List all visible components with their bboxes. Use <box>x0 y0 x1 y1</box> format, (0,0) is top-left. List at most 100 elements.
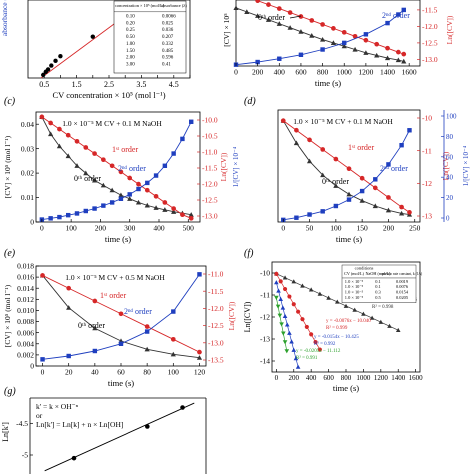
data-point-2nd-order <box>145 180 150 186</box>
data-point-0th-order <box>188 212 194 217</box>
data-point-2nd-order <box>320 209 325 214</box>
x-tick-label: 50 <box>306 224 314 233</box>
right-axis-tick-label: -13.0 <box>422 55 438 64</box>
y-tick-label: 0.010 <box>17 306 34 315</box>
right-axis-tick-label: -10.0 <box>202 116 218 125</box>
table-cell: 0.0205 <box>396 295 409 300</box>
x-axis-label: CV concentration × 10⁵ (mol l⁻¹) <box>52 90 165 100</box>
chart-title: 1.0 × 10⁻⁵ M CV + 0.1 M NaOH <box>62 119 162 128</box>
data-point-0th-order <box>333 183 339 188</box>
table-cell: 0.25 <box>126 28 135 33</box>
y-tick-label: 0 <box>30 362 34 371</box>
data-point-series-1 <box>282 286 288 292</box>
data-point-series-1 <box>287 294 292 299</box>
x-tick-label: 1000 <box>356 374 371 382</box>
data-point-series-3 <box>284 349 290 354</box>
data-point <box>71 455 77 461</box>
y-tick-label: -14 <box>260 357 270 366</box>
data-point-1st-order <box>294 127 299 133</box>
data-point-series-2 <box>278 296 284 302</box>
data-point <box>41 72 46 78</box>
data-point-1st-order <box>101 157 106 163</box>
right-axis-tick-label: -13.5 <box>208 356 224 365</box>
y-tick-label: 0.02 <box>21 169 34 178</box>
right-axis-tick-label: -11 <box>422 146 432 155</box>
x-tick-label: 1400 <box>391 374 406 382</box>
data-point-2nd-order <box>153 173 159 178</box>
data-point-2nd-order <box>386 162 391 167</box>
table-cell: 0.0154 <box>396 290 409 295</box>
x-axis-label: time (s) <box>315 78 341 88</box>
table-cell: 0.207 <box>162 35 174 40</box>
data-point-series-3 <box>281 331 286 336</box>
chart-title: 1.0 × 10⁻⁵ M CV + 0.5 M NaOH <box>65 273 165 282</box>
annotation-2nd-order: 2ⁿᵈ order <box>124 307 152 316</box>
table-header: pseudo rate constant, k (1/s) <box>382 272 423 277</box>
data-point-series-1 <box>313 340 318 345</box>
data-point-0th-order <box>65 153 71 159</box>
data-point-0th-order <box>287 25 293 30</box>
y-tick-label: -4.5 <box>16 419 28 428</box>
panel-label: (d) <box>244 96 256 107</box>
data-point-0th-order <box>363 50 369 55</box>
panel-label: (e) <box>4 248 16 259</box>
data-point-2nd-order <box>171 151 176 156</box>
chart-title: 1.0 × 10⁻⁵ M CV + 0.1 M NaOH <box>293 117 393 126</box>
data-point-series-2 <box>287 330 292 335</box>
data-point-0th-order <box>330 40 337 45</box>
table-cell: 0.596 <box>162 56 174 61</box>
plot-frame <box>35 111 201 223</box>
data-point-1st-order <box>333 156 339 162</box>
right-axis-tick-label: -12.0 <box>208 304 224 313</box>
data-point-series-2 <box>289 339 294 344</box>
data-point-2nd-order <box>162 163 168 168</box>
right-axis-2-tick-label: 60 <box>446 153 454 161</box>
data-point-series-0 <box>352 307 358 312</box>
data-point <box>49 63 54 68</box>
data-point-1st-order <box>320 22 325 27</box>
data-point-1st-order <box>276 6 282 11</box>
series-line-1st-order <box>41 116 192 219</box>
x-tick-label: 0 <box>275 374 279 382</box>
table-cell: 0.025 <box>162 21 174 26</box>
data-point-series-3 <box>274 295 279 300</box>
data-point-1st-order <box>118 169 124 175</box>
data-point-series-0 <box>361 311 366 316</box>
data-point <box>180 405 185 410</box>
data-point-series-3 <box>275 304 281 309</box>
data-point-1st-order <box>144 324 150 329</box>
data-point-0th-order <box>398 210 405 216</box>
data-point-2nd-order <box>255 59 260 65</box>
data-point-1st-order <box>401 51 407 57</box>
y-axis-label-right: Ln([CV]) <box>445 15 454 44</box>
data-point-1st-order <box>144 187 150 193</box>
right-axis-tick-label: -11.0 <box>208 270 224 279</box>
x-tick-label: 4.5 <box>169 80 179 89</box>
data-point-0th-order <box>293 140 300 146</box>
right-axis-2-tick-label: 0 <box>446 214 450 222</box>
data-point-0th-order <box>306 158 313 164</box>
data-point-2nd-order <box>359 188 365 194</box>
right-axis-tick-label: -12 <box>422 179 432 188</box>
fit-equation-label: R² = 0.998 <box>372 304 394 310</box>
x-tick-label: 1600 <box>402 68 417 77</box>
data-point-1st-order <box>386 195 391 200</box>
data-point-1st-order <box>188 215 194 221</box>
table-cell: 0.0076 <box>396 284 409 289</box>
x-tick-label: 200 <box>289 374 300 382</box>
fit-equation-label: R² = 0.991 <box>296 355 318 361</box>
data-point-0th-order <box>66 305 72 310</box>
x-tick-label: 100 <box>330 224 342 233</box>
x-tick-label: 800 <box>341 374 352 382</box>
data-point-2nd-order <box>118 341 124 346</box>
data-point-2nd-order <box>40 357 45 362</box>
data-point-2nd-order <box>197 272 202 277</box>
data-point-2nd-order <box>298 52 304 57</box>
y-tick-label: 0.008 <box>17 317 34 326</box>
fit-equation-label: y = -0.0205x − 11.112 <box>296 349 341 354</box>
data-point-0th-order <box>298 29 304 34</box>
data-point-2nd-order <box>144 329 150 334</box>
data-point-1st-order <box>170 336 176 342</box>
data-point-series-0 <box>395 327 401 333</box>
right-axis-2-tick-label: 100 <box>446 112 457 120</box>
